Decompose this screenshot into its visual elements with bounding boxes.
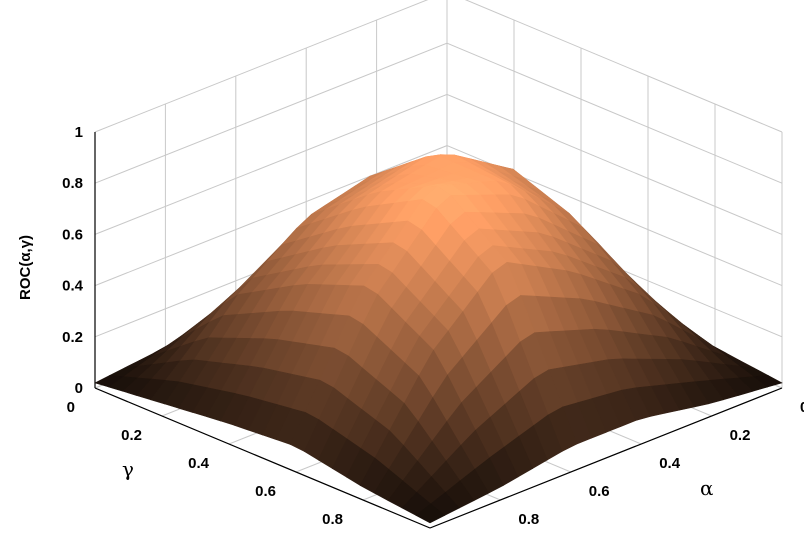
grid-line-wall-z (94, 0, 783, 133)
gamma-tick-label: 0.6 (255, 483, 276, 500)
alpha-tick-label: 0.6 (589, 483, 610, 500)
gamma-tick-label: 0.4 (188, 455, 210, 472)
grid-line-wall-z (94, 42, 783, 184)
z-axis-label: ROC(α,γ) (17, 235, 34, 300)
alpha-tick-label: 0.2 (730, 427, 751, 444)
alpha-tick-label: 0 (800, 399, 804, 416)
alpha-tick-label: 0.8 (518, 511, 539, 528)
z-tick-label: 1 (75, 124, 83, 141)
y-axis-label: α (700, 476, 714, 500)
grid-line-wall-z (94, 145, 783, 287)
tick-labels: 00.20.40.60.8100.20.40.60.8100.20.40.60.… (62, 124, 804, 528)
alpha-tick-label: 0.4 (659, 455, 681, 472)
gamma-axis-line (94, 387, 431, 529)
z-tick-label: 0.8 (62, 175, 83, 192)
gamma-tick-label: 0.8 (322, 511, 343, 528)
z-tick-label: 0.2 (62, 329, 83, 346)
gamma-tick-label: 0.2 (121, 427, 142, 444)
z-tick-label: 0.4 (62, 278, 84, 295)
axis-lines (94, 132, 783, 529)
gamma-tick-label: 0 (67, 399, 75, 416)
z-tick-label: 0 (75, 380, 83, 397)
alpha-axis-line (429, 387, 783, 529)
z-tick-label: 0.6 (62, 226, 83, 243)
surface-mesh (94, 154, 783, 524)
grid-line-wall-z (94, 93, 783, 235)
x-axis-label: γ (122, 457, 134, 481)
surface-patch (415, 503, 446, 524)
